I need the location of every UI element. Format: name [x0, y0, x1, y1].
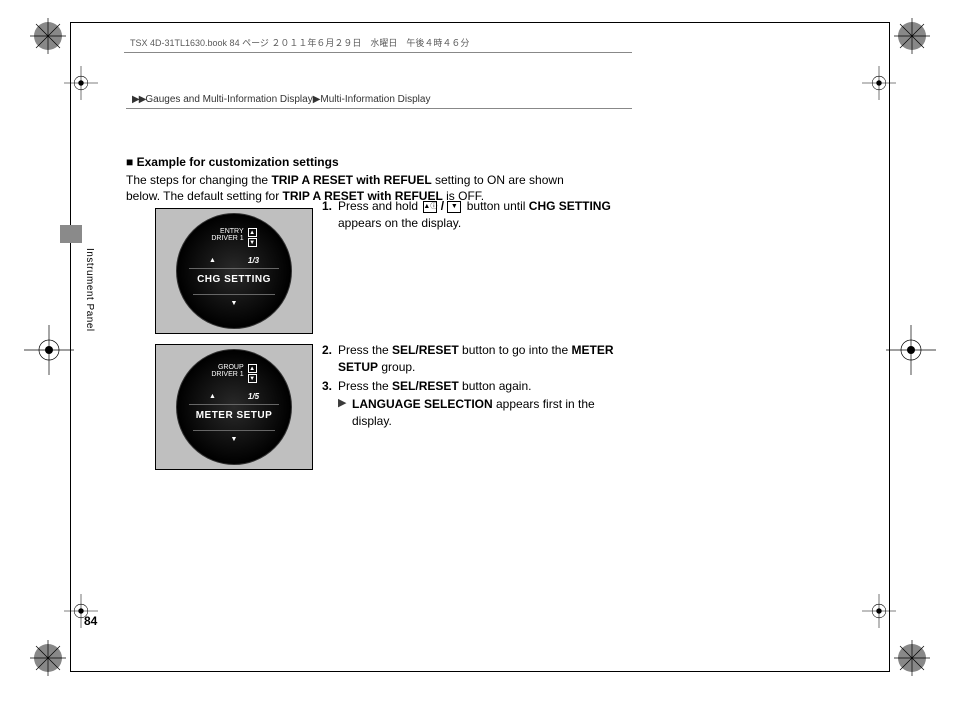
gauge2-label2: DRIVER 1 — [211, 371, 243, 378]
gauge1-up-tri-icon: ▲ — [209, 257, 216, 264]
step1-text-a: Press and hold — [338, 199, 421, 213]
gauge2-main-text: METER SETUP — [177, 410, 291, 421]
step-2-3-block: 2. Press the SEL/RESET button to go into… — [322, 342, 622, 430]
step-2-num: 2. — [322, 342, 338, 376]
section-square-icon: ■ — [126, 155, 133, 169]
gauge1-toggle-icon: ▲▼ — [248, 228, 257, 247]
breadcrumb-path2: Multi-Information Display — [320, 94, 430, 105]
intro-a: The steps for changing the — [126, 173, 271, 187]
display-illustration-2: GROUP DRIVER 1 ▲▼ ▲ 1/5 METER SETUP ▼ — [155, 344, 313, 470]
side-label: Instrument Panel — [84, 248, 95, 332]
display-illustration-1: ENTRY DRIVER 1 ▲▼ ▲ 1/3 CHG SETTING ▼ — [155, 208, 313, 334]
page-number: 84 — [84, 614, 97, 628]
gauge1-count: 1/3 — [248, 256, 259, 265]
gauge1-label2: DRIVER 1 — [211, 235, 243, 242]
step-1-num: 1. — [322, 198, 338, 232]
section-title: ■ Example for customization settings — [126, 155, 339, 169]
crosshair-tl-inner — [64, 66, 98, 100]
breadcrumb-path1: Gauges and Multi-Information Display — [145, 94, 312, 105]
gauge1-main-text: CHG SETTING — [177, 274, 291, 285]
step1-text-c: CHG SETTING — [529, 199, 611, 213]
reg-mark-bl — [30, 640, 66, 676]
header-rule — [124, 52, 632, 53]
step-1-block: 1. Press and hold ▲ⓘ/▼ button until CHG … — [322, 198, 622, 234]
reg-mark-tl — [30, 18, 66, 54]
reg-mark-br — [894, 640, 930, 676]
section-title-text: Example for customization settings — [137, 155, 339, 169]
step-3-num: 3. — [322, 378, 338, 395]
crosshair-right — [886, 325, 936, 375]
breadcrumb-arrows: ▶▶ — [132, 94, 145, 105]
step2-c: button to go into the — [459, 343, 572, 357]
gauge2-count: 1/5 — [248, 392, 259, 401]
step2-a: Press the — [338, 343, 392, 357]
gauge2-label1: GROUP — [211, 364, 243, 371]
breadcrumb: ▶▶Gauges and Multi-Information Display▶M… — [132, 94, 430, 105]
sub-a: LANGUAGE SELECTION — [352, 397, 493, 411]
gauge2-down-tri-icon: ▼ — [177, 436, 291, 443]
step3-a: Press the — [338, 379, 392, 393]
gauge1-down-tri-icon: ▼ — [177, 300, 291, 307]
crosshair-br-inner — [862, 594, 896, 628]
reg-mark-tr — [894, 18, 930, 54]
gauge1-label1: ENTRY — [211, 228, 243, 235]
side-tab — [60, 225, 82, 243]
crosshair-left — [24, 325, 74, 375]
step2-e: group. — [378, 360, 415, 374]
breadcrumb-rule — [126, 108, 632, 109]
sub-tri-icon: ▶ — [338, 396, 352, 430]
gauge2-toggle-icon: ▲▼ — [248, 364, 257, 383]
intro-b: TRIP A RESET with REFUEL — [271, 173, 431, 187]
step3-c: button again. — [459, 379, 532, 393]
step1-text-d: appears on the display. — [338, 216, 461, 230]
gauge-2: GROUP DRIVER 1 ▲▼ ▲ 1/5 METER SETUP ▼ — [176, 349, 292, 465]
step2-b: SEL/RESET — [392, 343, 459, 357]
up-info-button-icon: ▲ⓘ/▼ — [423, 201, 461, 213]
header-file-info: TSX 4D-31TL1630.book 84 ページ ２０１１年６月２９日 水… — [130, 36, 469, 49]
crosshair-tr-inner — [862, 66, 896, 100]
step1-text-b: button until — [463, 199, 528, 213]
step3-b: SEL/RESET — [392, 379, 459, 393]
gauge2-up-tri-icon: ▲ — [209, 393, 216, 400]
gauge-1: ENTRY DRIVER 1 ▲▼ ▲ 1/3 CHG SETTING ▼ — [176, 213, 292, 329]
